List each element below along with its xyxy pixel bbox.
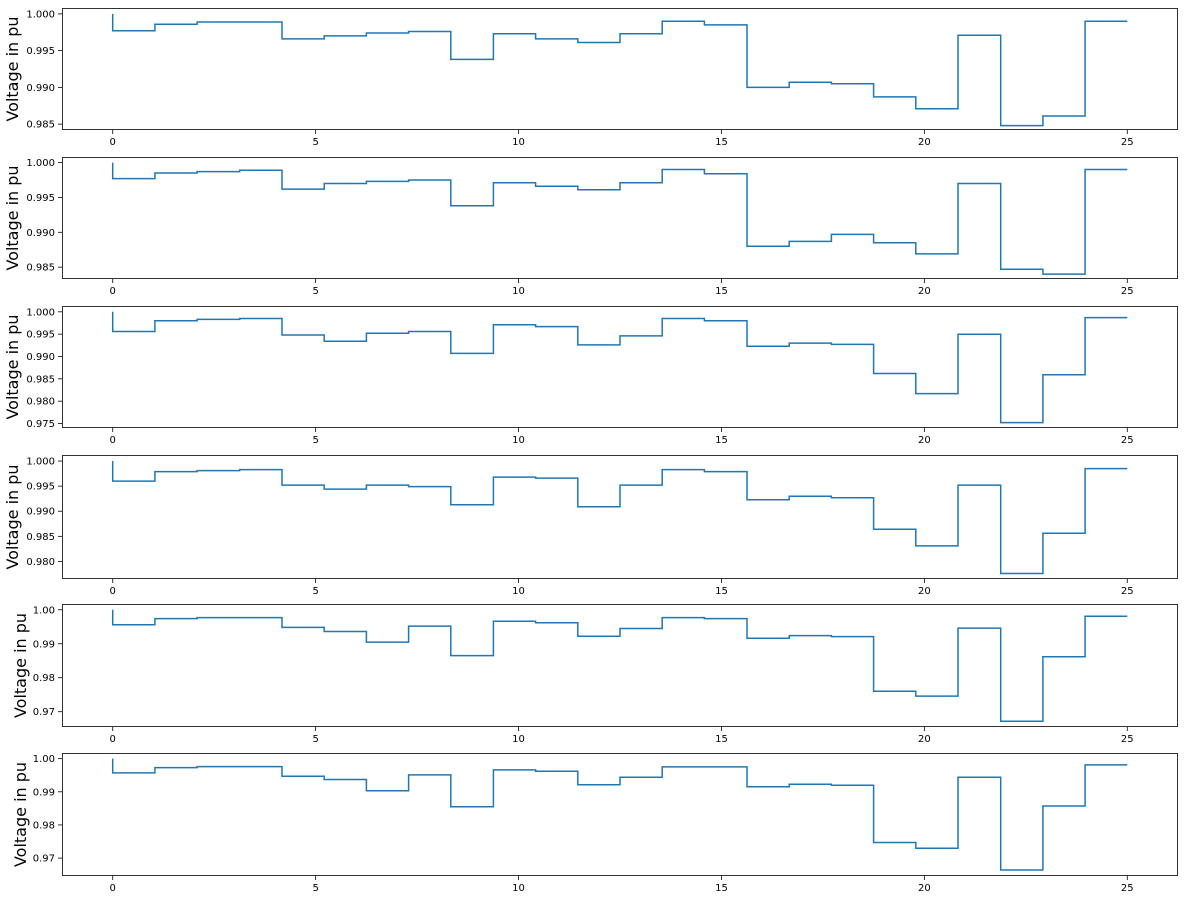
x-tick-label: 10 [512,734,525,745]
x-tick-label: 0 [110,586,116,597]
x-tick-label: 0 [110,435,116,446]
x-tick-label: 20 [918,286,931,297]
y-axis-label: Voltage in pu [3,16,22,121]
x-tick-label: 15 [715,137,728,148]
x-tick-label: 20 [918,137,931,148]
x-tick-label: 10 [512,137,525,148]
y-tick-label: 0.995 [26,46,55,57]
x-tick-label: 0 [110,734,116,745]
x-tick-label: 10 [512,883,525,894]
y-tick-label: 0.990 [26,83,55,94]
x-tick-label: 10 [512,586,525,597]
voltage-step-line [111,311,1128,424]
x-tick-label: 0 [110,883,116,894]
y-axis-label: Voltage in pu [3,314,22,419]
subplot-2: 0 5 10 15 20 25 0.985 0.990 0.995 1.000 Voltage in… [3,157,1178,297]
subplot-4: 0 5 10 15 20 25 0.980 0.985 0.990 0.995 1.000 Volta… [3,455,1178,597]
x-tick-label: 25 [1121,286,1134,297]
x-tick-label: 15 [715,586,728,597]
y-tick-label: 1.00 [33,605,55,616]
x-tick-label: 15 [715,435,728,446]
y-tick-label: 0.995 [26,330,55,341]
y-axis-label: Voltage in pu [3,165,22,270]
y-tick-label: 0.98 [33,673,55,684]
y-tick-label: 0.985 [26,120,55,131]
voltage-step-line [111,461,1128,575]
axes-frame [62,455,1178,579]
x-tick-label: 25 [1121,883,1134,894]
axes-frame [62,8,1178,130]
y-tick-label: 0.98 [33,820,55,831]
voltage-step-line [111,162,1128,275]
y-tick-label: 0.97 [33,707,55,718]
y-tick-label: 0.995 [26,193,55,204]
x-tick-label: 10 [512,435,525,446]
y-axis-label: Voltage in pu [3,464,22,569]
y-tick-label: 0.99 [33,787,55,798]
voltage-step-line [111,13,1128,127]
y-tick-label: 0.985 [26,532,55,543]
subplot-3: 0 5 10 15 20 25 0.975 0.980 0.985 0.990 0.995 1.000… [3,306,1178,446]
y-axis-label: Voltage in pu [11,613,30,718]
y-tick-label: 0.975 [26,419,55,430]
y-tick-label: 1.000 [26,9,55,20]
axes-frame [62,604,1178,727]
x-tick-label: 0 [110,137,116,148]
x-tick-label: 10 [512,286,525,297]
y-tick-label: 1.000 [26,457,55,468]
y-tick-label: 1.000 [26,307,55,318]
x-tick-label: 15 [715,734,728,745]
x-tick-label: 20 [918,883,931,894]
y-tick-label: 0.990 [26,507,55,518]
x-tick-label: 20 [918,435,931,446]
subplot-1: 0 5 10 15 20 25 0.985 0.990 0.995 1.000 Voltage in… [3,8,1178,148]
voltage-step-line [111,609,1128,722]
y-axis-label: Voltage in pu [11,762,30,867]
x-tick-label: 5 [312,137,318,148]
y-tick-label: 0.99 [33,639,55,650]
y-tick-label: 0.990 [26,352,55,363]
x-tick-label: 5 [312,883,318,894]
x-tick-label: 5 [312,286,318,297]
x-tick-label: 20 [918,734,931,745]
axes-frame [62,753,1178,876]
y-tick-label: 0.985 [26,263,55,274]
axes-frame [62,157,1178,279]
y-tick-label: 0.995 [26,482,55,493]
x-tick-label: 25 [1121,586,1134,597]
x-tick-label: 15 [715,286,728,297]
x-tick-label: 5 [312,586,318,597]
x-tick-label: 5 [312,734,318,745]
y-tick-label: 1.00 [33,754,55,765]
y-tick-label: 0.985 [26,374,55,385]
x-tick-label: 0 [110,286,116,297]
x-tick-label: 25 [1121,734,1134,745]
y-tick-label: 0.97 [33,854,55,865]
x-tick-label: 15 [715,883,728,894]
y-tick-label: 0.980 [26,557,55,568]
x-tick-label: 5 [312,435,318,446]
y-tick-label: 1.000 [26,158,55,169]
y-tick-label: 0.980 [26,397,55,408]
x-tick-label: 20 [918,586,931,597]
axes-frame [62,306,1178,428]
voltage-step-line [111,758,1128,871]
x-tick-label: 25 [1121,435,1134,446]
x-tick-label: 25 [1121,137,1134,148]
y-tick-label: 0.990 [26,228,55,239]
